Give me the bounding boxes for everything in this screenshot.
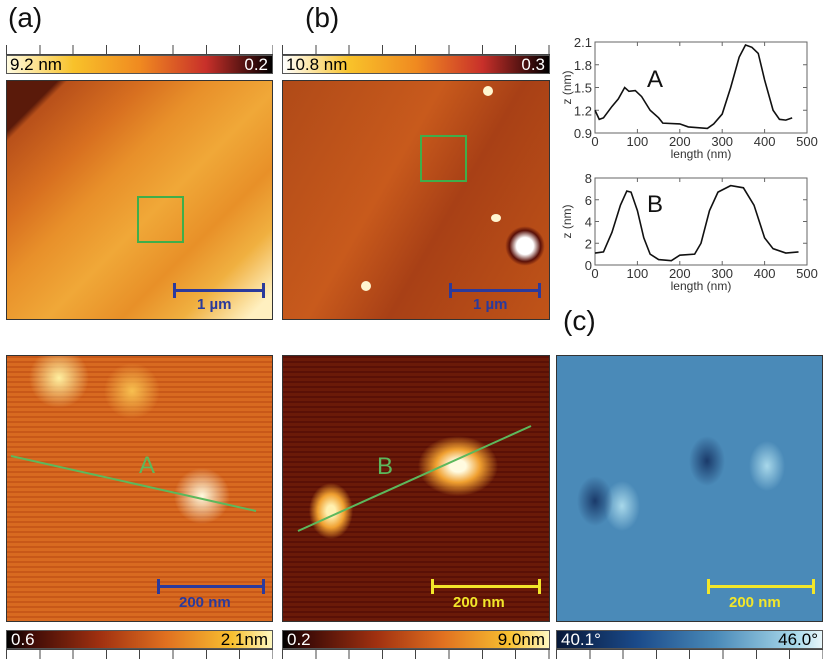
panel-label-c: (c) (563, 305, 596, 336)
plot-title: A (647, 66, 663, 93)
x-tick-label: 200 (669, 134, 691, 149)
colorbar-max: 46.0° (778, 630, 818, 649)
colorbar-ticks (6, 649, 273, 659)
colorbar-max: 9.0nm (497, 630, 545, 649)
profile-line-label: A (139, 452, 156, 479)
x-tick-label: 400 (754, 134, 776, 149)
y-tick-label: 1.2 (574, 103, 592, 118)
scalebar (449, 283, 541, 298)
colorbar-ticks (282, 45, 550, 55)
x-tick-label: 500 (796, 134, 818, 149)
x-tick-label: 200 (669, 266, 691, 281)
profile-line-B (594, 184, 799, 262)
scalebar (157, 579, 265, 594)
y-tick-label: 8 (585, 171, 592, 186)
profile-line-label: B (377, 453, 394, 480)
colorbar-max: 2.1nm (220, 630, 268, 649)
colorbar-max: 10.8 nm (286, 55, 348, 74)
scalebar-label: 200 nm (179, 594, 231, 611)
scalebar (431, 579, 541, 594)
plot-title: B (647, 191, 663, 218)
afm-image-b-zoom: B 200 nm (282, 355, 550, 622)
y-tick-label: 6 (585, 193, 592, 208)
selection-box (420, 135, 467, 182)
y-tick-label: 2 (585, 236, 592, 251)
colorbar-min: 0.3 (521, 55, 545, 74)
colorbar-top-a: 9.2 nm 0.2 (6, 55, 273, 74)
colorbar-min: 0.2 (287, 630, 311, 649)
y-tick-label: 0.9 (574, 126, 592, 141)
y-axis-label: z (nm) (560, 71, 574, 105)
colorbar-ticks (282, 649, 550, 659)
panel-label-b: (b) (305, 2, 340, 33)
x-tick-label: 300 (711, 266, 733, 281)
colorbar-ticks (556, 649, 823, 659)
colorbar-min: 40.1° (561, 630, 601, 649)
x-tick-label: 100 (627, 266, 649, 281)
panel-label-a: (a) (8, 2, 43, 33)
colorbar-max: 9.2 nm (10, 55, 62, 74)
scalebar-label: 200 nm (453, 594, 505, 611)
y-tick-label: 1.5 (574, 81, 592, 96)
x-tick-label: 100 (627, 134, 649, 149)
profile-line-A (594, 44, 793, 130)
y-tick-label: 1.8 (574, 58, 592, 73)
x-tick-label: 400 (754, 266, 776, 281)
afm-image-a-overview: 1 µm (6, 80, 273, 320)
colorbar-bottom-b: 0.2 9.0nm (282, 630, 550, 649)
y-tick-label: 2.1 (574, 35, 592, 50)
colorbar-bottom-c: 40.1° 46.0° (556, 630, 823, 649)
colorbar-top-b: 10.8 nm 0.3 (282, 55, 550, 74)
x-tick-label: 0 (591, 266, 598, 281)
scalebar-label: 200 nm (729, 594, 781, 611)
colorbar-min: 0.2 (244, 55, 268, 74)
y-axis-label: z (nm) (560, 205, 574, 239)
x-tick-label: 500 (796, 266, 818, 281)
colorbar-min: 0.6 (11, 630, 35, 649)
y-tick-label: 4 (585, 215, 592, 230)
scalebar (707, 579, 815, 594)
x-tick-label: 300 (711, 134, 733, 149)
phase-image-c: 200 nm (556, 355, 823, 622)
x-axis-label: length (nm) (671, 279, 732, 293)
scalebar (173, 283, 265, 298)
scalebar-label: 1 µm (473, 296, 508, 313)
scalebar-label: 1 µm (197, 296, 232, 313)
plot-frame (594, 41, 808, 134)
x-tick-label: 0 (591, 134, 598, 149)
y-tick-label: 0 (585, 258, 592, 273)
afm-image-a-zoom: A 200 nm (6, 355, 273, 622)
afm-image-b-overview: 1 µm (282, 80, 550, 320)
colorbar-ticks (6, 45, 273, 55)
selection-box (137, 196, 184, 243)
x-axis-label: length (nm) (671, 147, 732, 161)
colorbar-bottom-a: 0.6 2.1nm (6, 630, 273, 649)
